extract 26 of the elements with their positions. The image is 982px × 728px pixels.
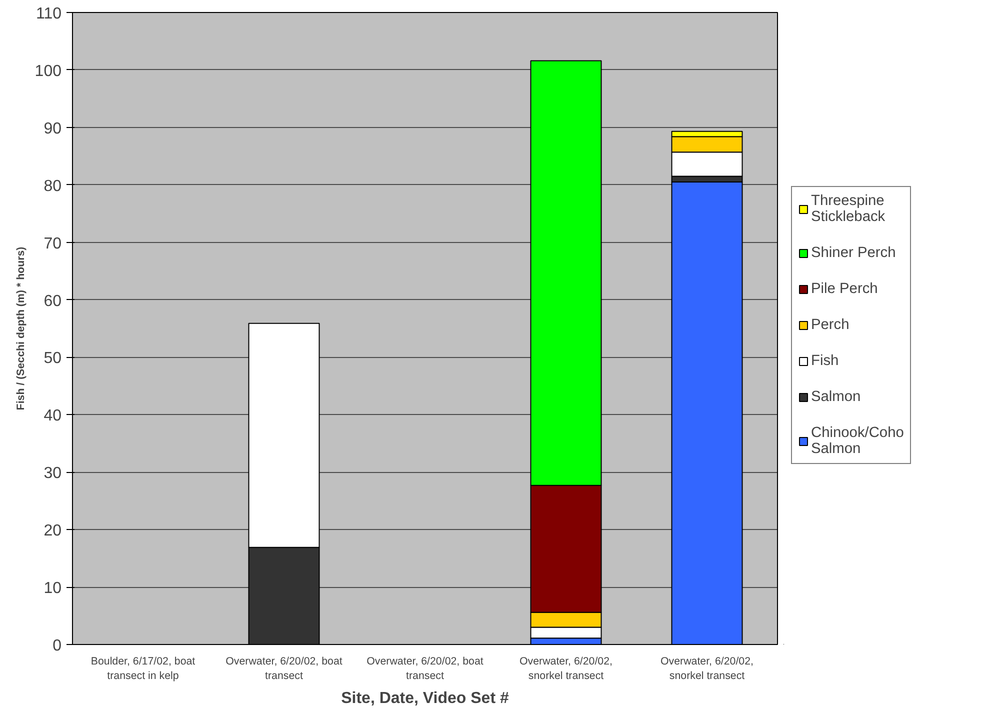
y-tick-label: 0 — [52, 638, 62, 654]
y-tick-label: 20 — [44, 522, 62, 540]
y-tick-label: 70 — [44, 235, 62, 252]
legend-label: Threespine Stickleback — [811, 193, 886, 225]
y-tick-label: 60 — [44, 292, 62, 310]
x-tick-label: Overwater, 6/20/02, snorkel transect — [520, 656, 612, 682]
y-tick-label: 90 — [44, 120, 62, 138]
y-tick-label: 30 — [44, 465, 62, 482]
y-tick-label: 110 — [36, 6, 62, 22]
legend-label: Chinook/Coho Salmon — [811, 425, 904, 457]
y-tick-label: 10 — [44, 580, 62, 598]
y-axis-title: Fish / (Secchi depth (m) * hours) — [14, 246, 27, 410]
y-tick-label: 40 — [44, 408, 62, 425]
legend-label: Pile Perch — [811, 281, 879, 297]
legend-label: Salmon — [811, 389, 862, 405]
legend-label: Shiner Perch — [811, 245, 896, 261]
x-tick-label: Overwater, 6/20/02, boat transect — [366, 656, 484, 682]
x-tick-label: Overwater, 6/20/02, snorkel transect — [660, 656, 754, 682]
y-tick-label: 100 — [34, 62, 62, 80]
y-tick-label: 50 — [44, 350, 62, 368]
x-tick-label: Overwater, 6/20/02, boat transect — [226, 656, 342, 682]
x-tick-label: Boulder, 6/17/02, boat transect in kelp — [90, 656, 196, 682]
legend-label: Perch — [811, 317, 850, 333]
legend-label: Fish — [811, 353, 840, 369]
x-axis-title: Site, Date, Video Set # — [341, 690, 509, 707]
y-tick-label: 80 — [44, 178, 62, 195]
